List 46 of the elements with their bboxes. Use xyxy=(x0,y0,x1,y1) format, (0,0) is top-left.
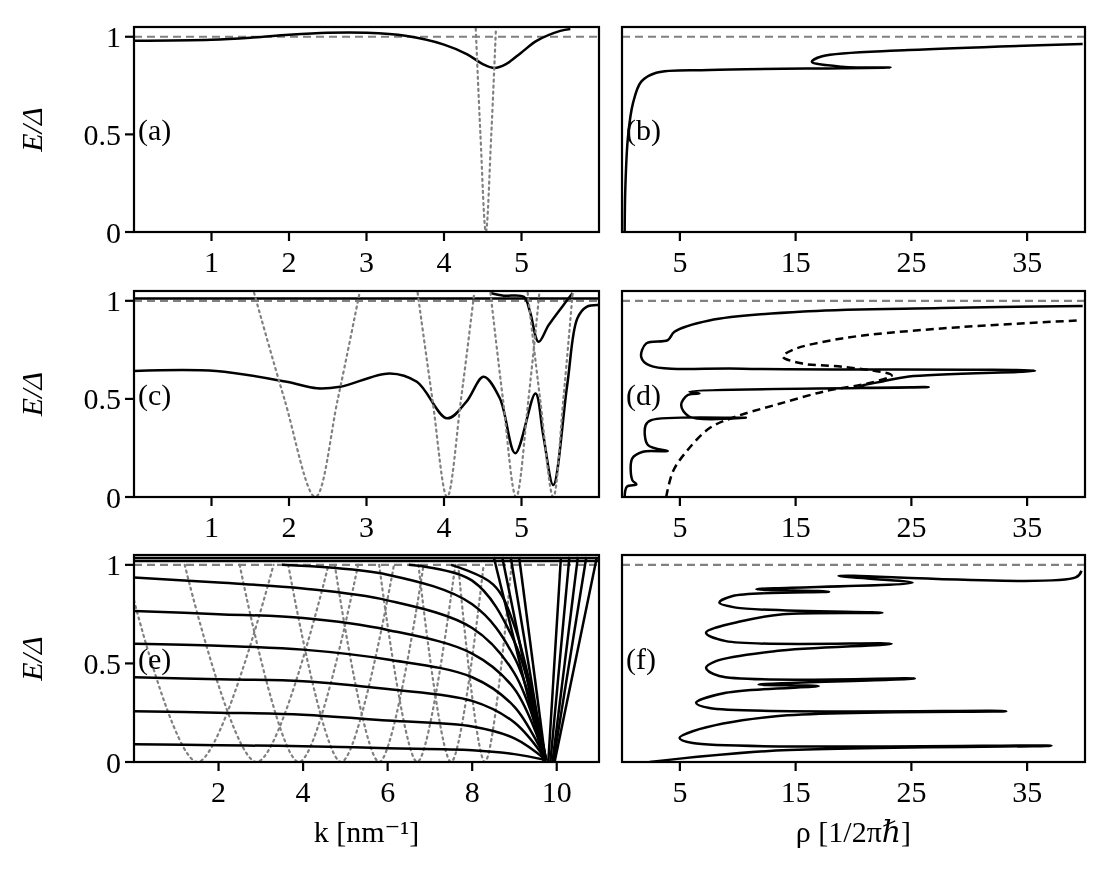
y-axis-title: E/Δ xyxy=(15,107,48,153)
y-tick-label: 0 xyxy=(106,745,121,779)
annotation: (e) xyxy=(138,642,172,676)
x-tick-label: 5 xyxy=(514,510,529,543)
x-tick-label: 10 xyxy=(541,775,572,808)
y-tick-label: 0.5 xyxy=(83,646,121,680)
x-tick-label: 4 xyxy=(295,775,311,808)
x-tick-label: 15 xyxy=(780,245,811,278)
x-tick-label: 35 xyxy=(1012,775,1043,808)
x-tick-label: 5 xyxy=(672,245,688,278)
y-tick-label: 0.5 xyxy=(83,382,121,416)
x-tick-label: 4 xyxy=(436,245,452,278)
y-axis-title: E/Δ xyxy=(15,636,48,682)
y-tick-label: 1 xyxy=(106,20,121,54)
x-tick-label: 15 xyxy=(780,510,811,543)
x-tick-label: 2 xyxy=(281,245,297,278)
x-tick-label: 25 xyxy=(896,775,927,808)
y-axis-title: E/Δ xyxy=(15,371,48,418)
x-tick-label: 2 xyxy=(281,510,297,543)
x-axis-title: ρ [1/2πℏ] xyxy=(795,815,912,848)
y-tick-label: 0 xyxy=(106,215,121,249)
x-tick-label: 15 xyxy=(780,775,811,808)
x-tick-label: 25 xyxy=(896,245,927,278)
x-tick-label: 3 xyxy=(359,245,374,278)
x-tick-label: 3 xyxy=(359,510,374,543)
y-tick-label: 1 xyxy=(106,284,121,318)
x-tick-label: 35 xyxy=(1012,245,1043,278)
x-tick-label: 2 xyxy=(211,775,227,808)
annotation: (a) xyxy=(138,113,172,147)
x-tick-label: 35 xyxy=(1012,510,1043,543)
x-tick-label: 4 xyxy=(436,510,452,543)
x-tick-label: 5 xyxy=(514,245,529,278)
y-tick-label: 1 xyxy=(106,548,121,582)
annotation: (c) xyxy=(138,377,172,412)
x-tick-label: 25 xyxy=(896,510,927,543)
x-tick-label: 1 xyxy=(204,245,219,278)
x-tick-label: 1 xyxy=(204,510,219,543)
annotation: (d) xyxy=(626,377,661,412)
x-tick-label: 5 xyxy=(672,775,688,808)
y-tick-label: 0 xyxy=(106,480,121,514)
x-tick-label: 5 xyxy=(672,510,688,543)
y-tick-label: 0.5 xyxy=(83,117,121,151)
annotation: (f) xyxy=(626,642,656,676)
x-tick-label: 8 xyxy=(464,775,480,808)
x-tick-label: 6 xyxy=(380,775,396,808)
x-axis-title: k [nm⁻¹] xyxy=(313,815,420,848)
